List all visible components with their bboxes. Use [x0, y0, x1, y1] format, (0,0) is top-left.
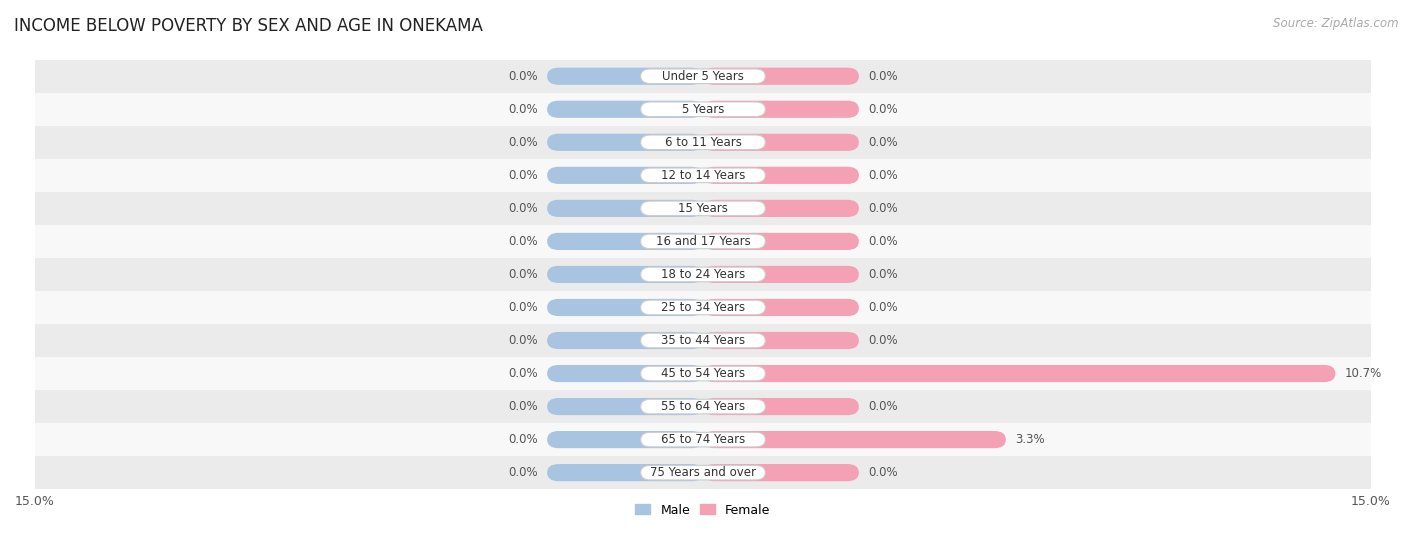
- FancyBboxPatch shape: [703, 134, 859, 151]
- Text: 0.0%: 0.0%: [509, 367, 538, 380]
- FancyBboxPatch shape: [703, 431, 1005, 448]
- Legend: Male, Female: Male, Female: [630, 499, 776, 522]
- Bar: [35, 456, 1371, 489]
- Bar: [35, 258, 1371, 291]
- Text: 55 to 64 Years: 55 to 64 Years: [661, 400, 745, 413]
- Bar: [35, 423, 1371, 456]
- Text: 3.3%: 3.3%: [1015, 433, 1045, 446]
- FancyBboxPatch shape: [547, 431, 703, 448]
- Text: 0.0%: 0.0%: [868, 334, 897, 347]
- Text: 25 to 34 Years: 25 to 34 Years: [661, 301, 745, 314]
- Text: 10.7%: 10.7%: [1344, 367, 1382, 380]
- FancyBboxPatch shape: [641, 399, 765, 414]
- Text: Source: ZipAtlas.com: Source: ZipAtlas.com: [1274, 17, 1399, 30]
- Text: 0.0%: 0.0%: [868, 103, 897, 116]
- FancyBboxPatch shape: [641, 135, 765, 150]
- FancyBboxPatch shape: [641, 201, 765, 216]
- FancyBboxPatch shape: [703, 332, 859, 349]
- FancyBboxPatch shape: [641, 300, 765, 315]
- Text: 0.0%: 0.0%: [868, 400, 897, 413]
- Text: 0.0%: 0.0%: [509, 301, 538, 314]
- FancyBboxPatch shape: [641, 333, 765, 348]
- Bar: [35, 357, 1371, 390]
- Text: 0.0%: 0.0%: [509, 235, 538, 248]
- FancyBboxPatch shape: [703, 200, 859, 217]
- Text: 0.0%: 0.0%: [868, 202, 897, 215]
- FancyBboxPatch shape: [547, 200, 703, 217]
- Text: 0.0%: 0.0%: [868, 169, 897, 182]
- Bar: [35, 126, 1371, 159]
- Bar: [35, 192, 1371, 225]
- FancyBboxPatch shape: [641, 234, 765, 249]
- Text: 6 to 11 Years: 6 to 11 Years: [665, 136, 741, 149]
- FancyBboxPatch shape: [547, 464, 703, 481]
- Text: 0.0%: 0.0%: [509, 202, 538, 215]
- FancyBboxPatch shape: [703, 464, 859, 481]
- Text: 0.0%: 0.0%: [509, 70, 538, 83]
- FancyBboxPatch shape: [641, 465, 765, 480]
- Text: 45 to 54 Years: 45 to 54 Years: [661, 367, 745, 380]
- Bar: [35, 60, 1371, 93]
- Text: 18 to 24 Years: 18 to 24 Years: [661, 268, 745, 281]
- Text: 35 to 44 Years: 35 to 44 Years: [661, 334, 745, 347]
- Bar: [35, 390, 1371, 423]
- FancyBboxPatch shape: [641, 102, 765, 117]
- Text: 0.0%: 0.0%: [509, 334, 538, 347]
- FancyBboxPatch shape: [547, 365, 703, 382]
- Text: 0.0%: 0.0%: [509, 400, 538, 413]
- FancyBboxPatch shape: [547, 332, 703, 349]
- Text: 12 to 14 Years: 12 to 14 Years: [661, 169, 745, 182]
- Text: 0.0%: 0.0%: [509, 169, 538, 182]
- FancyBboxPatch shape: [703, 398, 859, 415]
- Bar: [35, 225, 1371, 258]
- Text: 0.0%: 0.0%: [868, 70, 897, 83]
- FancyBboxPatch shape: [703, 68, 859, 85]
- Text: 0.0%: 0.0%: [868, 301, 897, 314]
- Text: 0.0%: 0.0%: [509, 103, 538, 116]
- Text: 75 Years and over: 75 Years and over: [650, 466, 756, 479]
- FancyBboxPatch shape: [641, 168, 765, 183]
- Bar: [35, 324, 1371, 357]
- Text: 0.0%: 0.0%: [509, 433, 538, 446]
- FancyBboxPatch shape: [547, 398, 703, 415]
- FancyBboxPatch shape: [641, 432, 765, 447]
- Bar: [35, 93, 1371, 126]
- Bar: [35, 159, 1371, 192]
- Text: 0.0%: 0.0%: [868, 136, 897, 149]
- FancyBboxPatch shape: [547, 167, 703, 184]
- FancyBboxPatch shape: [547, 134, 703, 151]
- Text: 0.0%: 0.0%: [868, 235, 897, 248]
- Text: 16 and 17 Years: 16 and 17 Years: [655, 235, 751, 248]
- FancyBboxPatch shape: [703, 365, 1336, 382]
- Text: 0.0%: 0.0%: [509, 136, 538, 149]
- Text: 65 to 74 Years: 65 to 74 Years: [661, 433, 745, 446]
- Text: 0.0%: 0.0%: [509, 466, 538, 479]
- FancyBboxPatch shape: [641, 267, 765, 282]
- Text: 0.0%: 0.0%: [509, 268, 538, 281]
- Text: 0.0%: 0.0%: [868, 268, 897, 281]
- Text: INCOME BELOW POVERTY BY SEX AND AGE IN ONEKAMA: INCOME BELOW POVERTY BY SEX AND AGE IN O…: [14, 17, 482, 35]
- Text: 5 Years: 5 Years: [682, 103, 724, 116]
- Text: 15 Years: 15 Years: [678, 202, 728, 215]
- Text: 0.0%: 0.0%: [868, 466, 897, 479]
- FancyBboxPatch shape: [703, 101, 859, 118]
- FancyBboxPatch shape: [547, 233, 703, 250]
- FancyBboxPatch shape: [547, 299, 703, 316]
- FancyBboxPatch shape: [703, 266, 859, 283]
- FancyBboxPatch shape: [703, 299, 859, 316]
- FancyBboxPatch shape: [703, 167, 859, 184]
- FancyBboxPatch shape: [641, 366, 765, 381]
- FancyBboxPatch shape: [703, 233, 859, 250]
- Bar: [35, 291, 1371, 324]
- Text: Under 5 Years: Under 5 Years: [662, 70, 744, 83]
- FancyBboxPatch shape: [547, 101, 703, 118]
- FancyBboxPatch shape: [641, 69, 765, 83]
- FancyBboxPatch shape: [547, 266, 703, 283]
- FancyBboxPatch shape: [547, 68, 703, 85]
